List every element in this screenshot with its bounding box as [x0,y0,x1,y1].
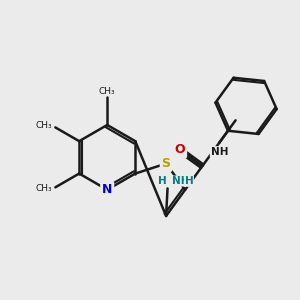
Text: H: H [158,176,167,186]
Text: S: S [162,157,171,170]
Text: NH: NH [211,147,228,157]
Text: CH₃: CH₃ [99,87,116,96]
Text: H: H [184,176,194,186]
Text: CH₃: CH₃ [36,184,52,193]
Text: CH₃: CH₃ [36,122,52,130]
Text: N: N [102,183,112,196]
Text: O: O [175,143,185,157]
Text: NH: NH [172,176,190,186]
